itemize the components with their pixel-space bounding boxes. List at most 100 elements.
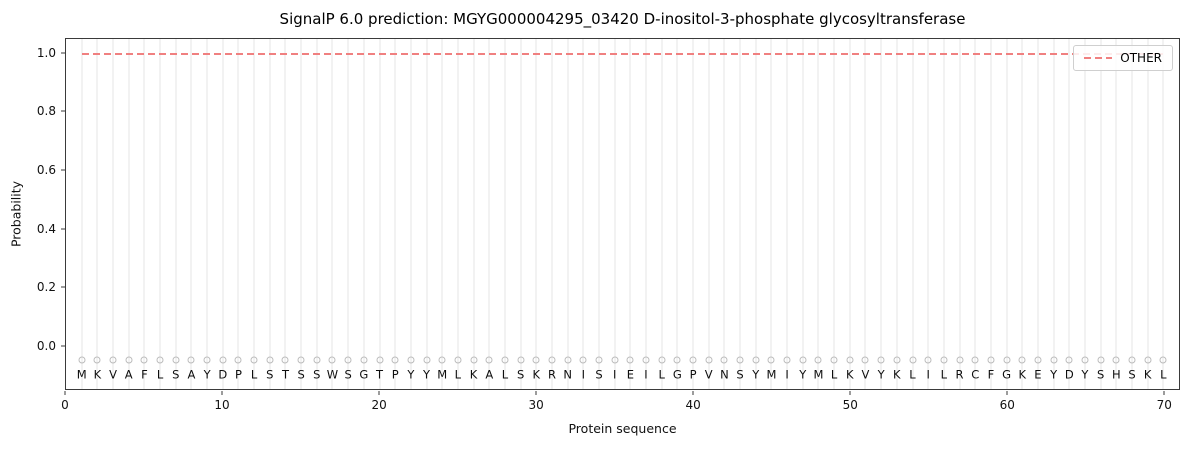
- residue-marker: [485, 356, 493, 364]
- residue-marker: [219, 356, 227, 364]
- y-tick: [61, 228, 65, 230]
- other-series-line: [81, 52, 1164, 55]
- x-tick: [221, 391, 223, 395]
- residue-letter: T: [281, 367, 289, 382]
- residue-marker: [736, 356, 744, 364]
- gridline: [426, 39, 428, 389]
- residue-marker: [203, 356, 211, 364]
- residue-marker: [579, 356, 587, 364]
- gridline: [81, 39, 83, 389]
- gridline: [410, 39, 412, 389]
- gridline: [379, 39, 381, 389]
- gridline: [253, 39, 255, 389]
- gridline: [473, 39, 475, 389]
- x-tick: [64, 391, 66, 395]
- residue-letter: K: [469, 367, 478, 382]
- x-tick-label: 50: [842, 398, 858, 412]
- legend-dash-sample: [1084, 57, 1113, 59]
- residue-marker: [140, 356, 148, 364]
- residue-letter: V: [704, 367, 713, 382]
- gridline: [112, 39, 114, 389]
- gridline: [582, 39, 584, 389]
- residue-letter: Y: [407, 367, 415, 382]
- gridline: [1053, 39, 1055, 389]
- residue-letter: C: [971, 367, 980, 382]
- gridline: [237, 39, 239, 389]
- gridline: [661, 39, 663, 389]
- residue-marker: [814, 356, 822, 364]
- residue-letter: S: [736, 367, 744, 382]
- residue-marker: [187, 356, 195, 364]
- residue-marker: [109, 356, 117, 364]
- residue-letter: I: [581, 367, 585, 382]
- gridline: [1131, 39, 1133, 389]
- residue-letter: S: [595, 367, 603, 382]
- residue-letter: L: [250, 367, 258, 382]
- residue-letter: S: [344, 367, 352, 382]
- residue-letter: W: [326, 367, 339, 382]
- gridline: [1147, 39, 1149, 389]
- residue-marker: [783, 356, 791, 364]
- gridline: [959, 39, 961, 389]
- gridline: [802, 39, 804, 389]
- residue-marker: [423, 356, 431, 364]
- gridline: [755, 39, 757, 389]
- y-tick: [61, 52, 65, 54]
- gridline: [222, 39, 224, 389]
- y-tick: [61, 345, 65, 347]
- residue-marker: [971, 356, 979, 364]
- residue-marker: [752, 356, 760, 364]
- y-axis: 0.0 0.2 0.4 0.6 0.8 1.0: [0, 38, 65, 390]
- y-tick: [61, 286, 65, 288]
- residue-letter: A: [485, 367, 494, 382]
- residue-letter: Y: [423, 367, 431, 382]
- x-tick-label: 30: [528, 398, 544, 412]
- residue-letter: S: [1096, 367, 1105, 382]
- x-tick: [849, 391, 851, 395]
- y-tick-label: 1.0: [36, 45, 56, 60]
- residue-marker: [1144, 356, 1152, 364]
- residue-letter: K: [1018, 367, 1027, 382]
- x-tick: [1006, 391, 1008, 395]
- residue-letter: L: [658, 367, 665, 382]
- residue-letter: K: [893, 367, 901, 382]
- residue-marker: [1003, 356, 1011, 364]
- residue-letter: L: [501, 367, 509, 382]
- residue-letter: T: [376, 367, 384, 382]
- gridline: [520, 39, 522, 389]
- residue-marker: [893, 356, 901, 364]
- residue-marker: [673, 356, 681, 364]
- residue-marker: [93, 356, 101, 364]
- residue-letter: D: [1064, 367, 1074, 382]
- residue-letter: S: [516, 367, 525, 382]
- gridline: [1100, 39, 1102, 389]
- residue-marker: [532, 356, 540, 364]
- gridline: [912, 39, 913, 389]
- residue-marker: [376, 356, 384, 364]
- residue-marker: [909, 356, 916, 364]
- residue-marker: [78, 356, 86, 364]
- residue-letter: S: [266, 367, 274, 382]
- residue-letter: M: [813, 367, 824, 382]
- gridline: [614, 39, 616, 389]
- residue-letter: M: [766, 367, 777, 382]
- residue-letter: L: [940, 367, 948, 382]
- residue-marker: [125, 356, 133, 364]
- gridline: [284, 39, 286, 389]
- residue-letter: F: [141, 367, 148, 382]
- residue-letter: P: [234, 367, 242, 382]
- x-tick-label: 70: [1156, 398, 1172, 412]
- residue-marker: [877, 356, 885, 364]
- residue-letter: V: [109, 367, 117, 382]
- residue-letter: K: [93, 367, 102, 382]
- residue-marker: [595, 356, 603, 364]
- y-tick-label: 0.6: [36, 163, 56, 177]
- x-tick-label: 60: [999, 398, 1015, 412]
- residue-letter: R: [955, 367, 964, 382]
- residue-marker: [611, 356, 619, 364]
- residue-marker: [407, 356, 415, 364]
- gridline: [394, 39, 396, 389]
- gridline: [300, 39, 302, 389]
- y-tick-label: 0.0: [36, 339, 56, 353]
- residue-marker: [564, 356, 572, 364]
